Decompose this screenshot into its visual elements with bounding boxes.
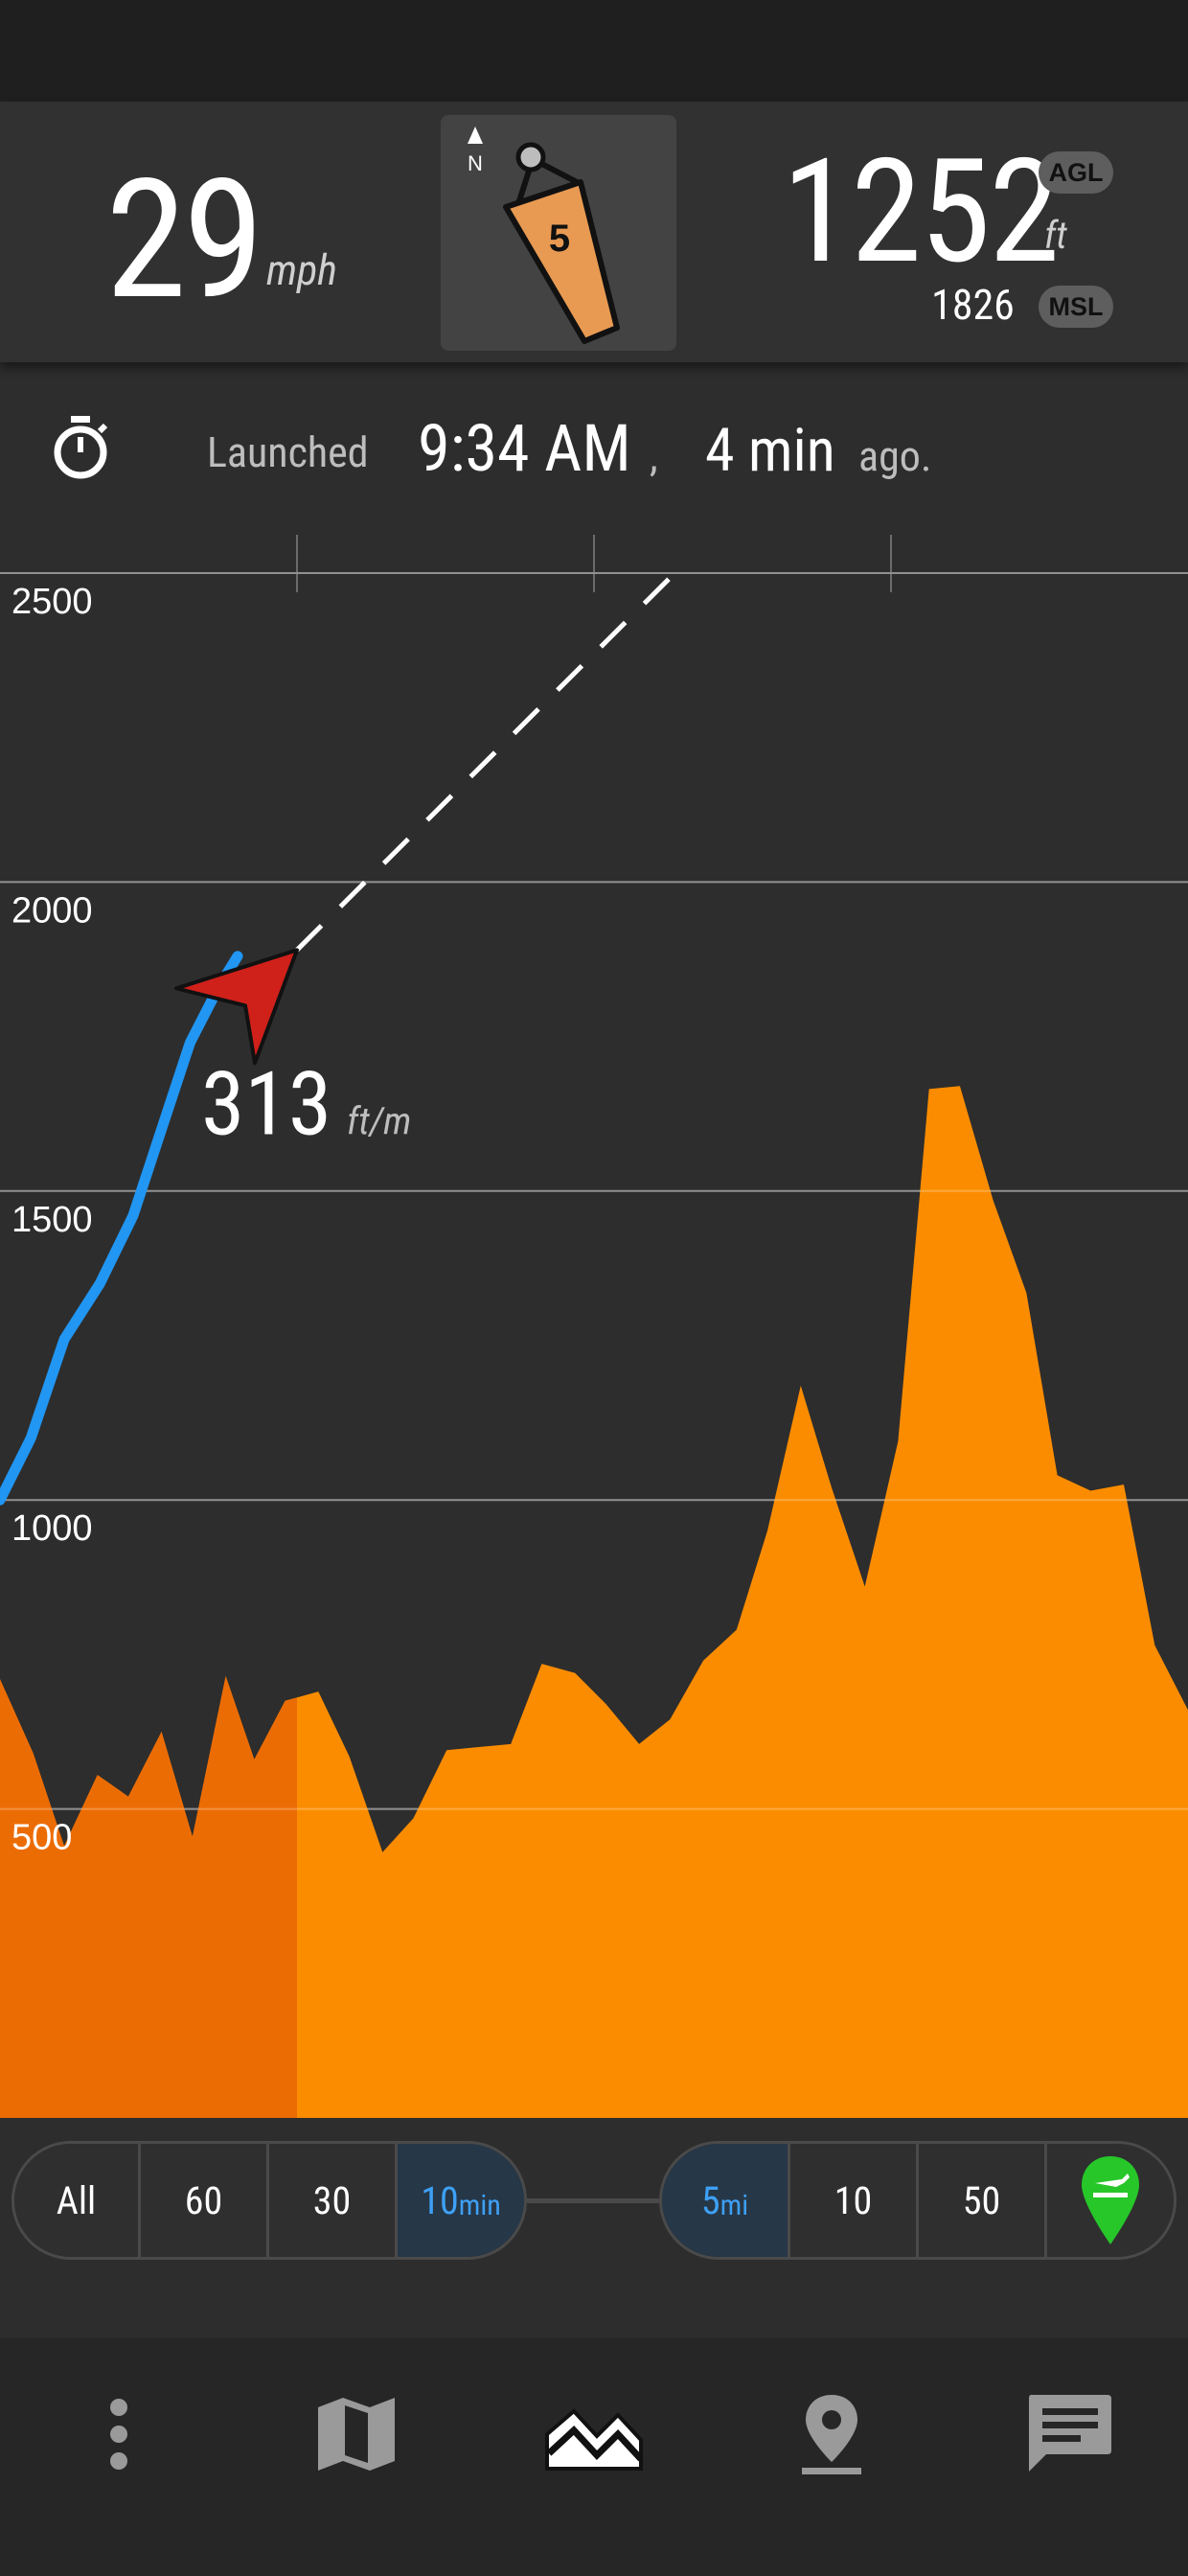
altitude-profile-chart[interactable]: 2500 2000 1500 1000 500 313 ft/m [0,535,1188,2118]
nav-messages[interactable] [950,2338,1188,2530]
time-option-label: 10 [421,2177,459,2223]
selector-connector [527,2198,659,2203]
chart-icon [545,2408,644,2471]
time-option-label: All [56,2177,97,2223]
ground-speed-unit: mph [266,245,337,295]
distance-option-label: 5 [700,2177,720,2223]
status-bar [0,0,1188,102]
projected-glide-line [295,571,677,953]
north-label: N [468,151,483,175]
y-tick-label: 1500 [11,1200,93,1240]
takeoff-location-button[interactable] [1047,2144,1174,2257]
altitude-unit: ft [1044,213,1067,258]
altitude-msl-value: 1826 [931,280,1015,330]
distance-unit-label: mi [720,2188,749,2222]
chart-canvas: 2500 2000 1500 1000 500 313 ft/m [0,535,1188,2118]
terrain-past-area [0,1676,297,2118]
flight-track-line [0,951,243,1506]
vertical-speed-value: 313 [201,1053,331,1156]
launch-time: 9:34 AM [418,410,631,487]
nav-map[interactable] [238,2338,475,2530]
time-option-60[interactable]: 60 [141,2144,269,2257]
elapsed-time: 4 min [705,416,835,486]
distance-option-5[interactable]: 5 mi [662,2144,790,2257]
current-position-arrow [174,948,299,1066]
chat-icon [1029,2395,1111,2472]
time-option-label: 60 [184,2177,223,2223]
altitude-agl-value: 1252 [782,127,1060,296]
time-option-label: 30 [312,2177,352,2223]
nav-more[interactable] [0,2338,238,2530]
distance-option-10[interactable]: 10 [790,2144,919,2257]
y-tick-label: 1000 [11,1508,93,1549]
agl-badge: AGL [1039,151,1113,194]
launch-separator: , [650,431,658,481]
launch-info-row: Launched 9:34 AM , 4 min ago. [0,362,1188,535]
msl-badge: MSL [1039,286,1113,328]
nav-location[interactable] [713,2338,950,2530]
more-icon [110,2399,127,2470]
launched-label: Launched [207,427,369,477]
distance-option-50[interactable]: 50 [919,2144,1047,2257]
elapsed-suffix: ago. [858,431,932,481]
vertical-speed-unit: ft/m [347,1098,411,1143]
ground-speed-value: 29 [105,143,264,336]
time-option-30[interactable]: 30 [269,2144,398,2257]
stopwatch-icon [54,416,108,479]
y-tick-label: 2500 [11,582,93,622]
time-option-all[interactable]: All [14,2144,141,2257]
chart-range-controls: All 60 30 10 min 5 mi 10 50 [0,2118,1188,2338]
bottom-navigation [0,2338,1188,2576]
wind-speed-value: 5 [549,218,570,260]
time-option-10[interactable]: 10 min [398,2144,524,2257]
nav-chart[interactable] [475,2338,713,2530]
distance-window-selector: 5 mi 10 50 [659,2141,1177,2260]
wind-indicator[interactable]: N 5 [441,115,676,351]
distance-option-label: 10 [834,2177,873,2223]
location-pin-icon [802,2395,861,2474]
y-tick-label: 2000 [11,890,93,931]
time-window-selector: All 60 30 10 min [11,2141,527,2260]
distance-option-label: 50 [962,2177,1001,2223]
flight-instrument-header: 29 mph N 5 1252 AGL ft 1826 MSL [0,102,1188,362]
takeoff-pin-icon [1082,2156,1139,2244]
map-icon [318,2398,395,2471]
windsock-icon: N 5 [468,126,620,344]
time-unit-label: min [458,2188,501,2222]
y-tick-label: 500 [11,1818,72,1858]
